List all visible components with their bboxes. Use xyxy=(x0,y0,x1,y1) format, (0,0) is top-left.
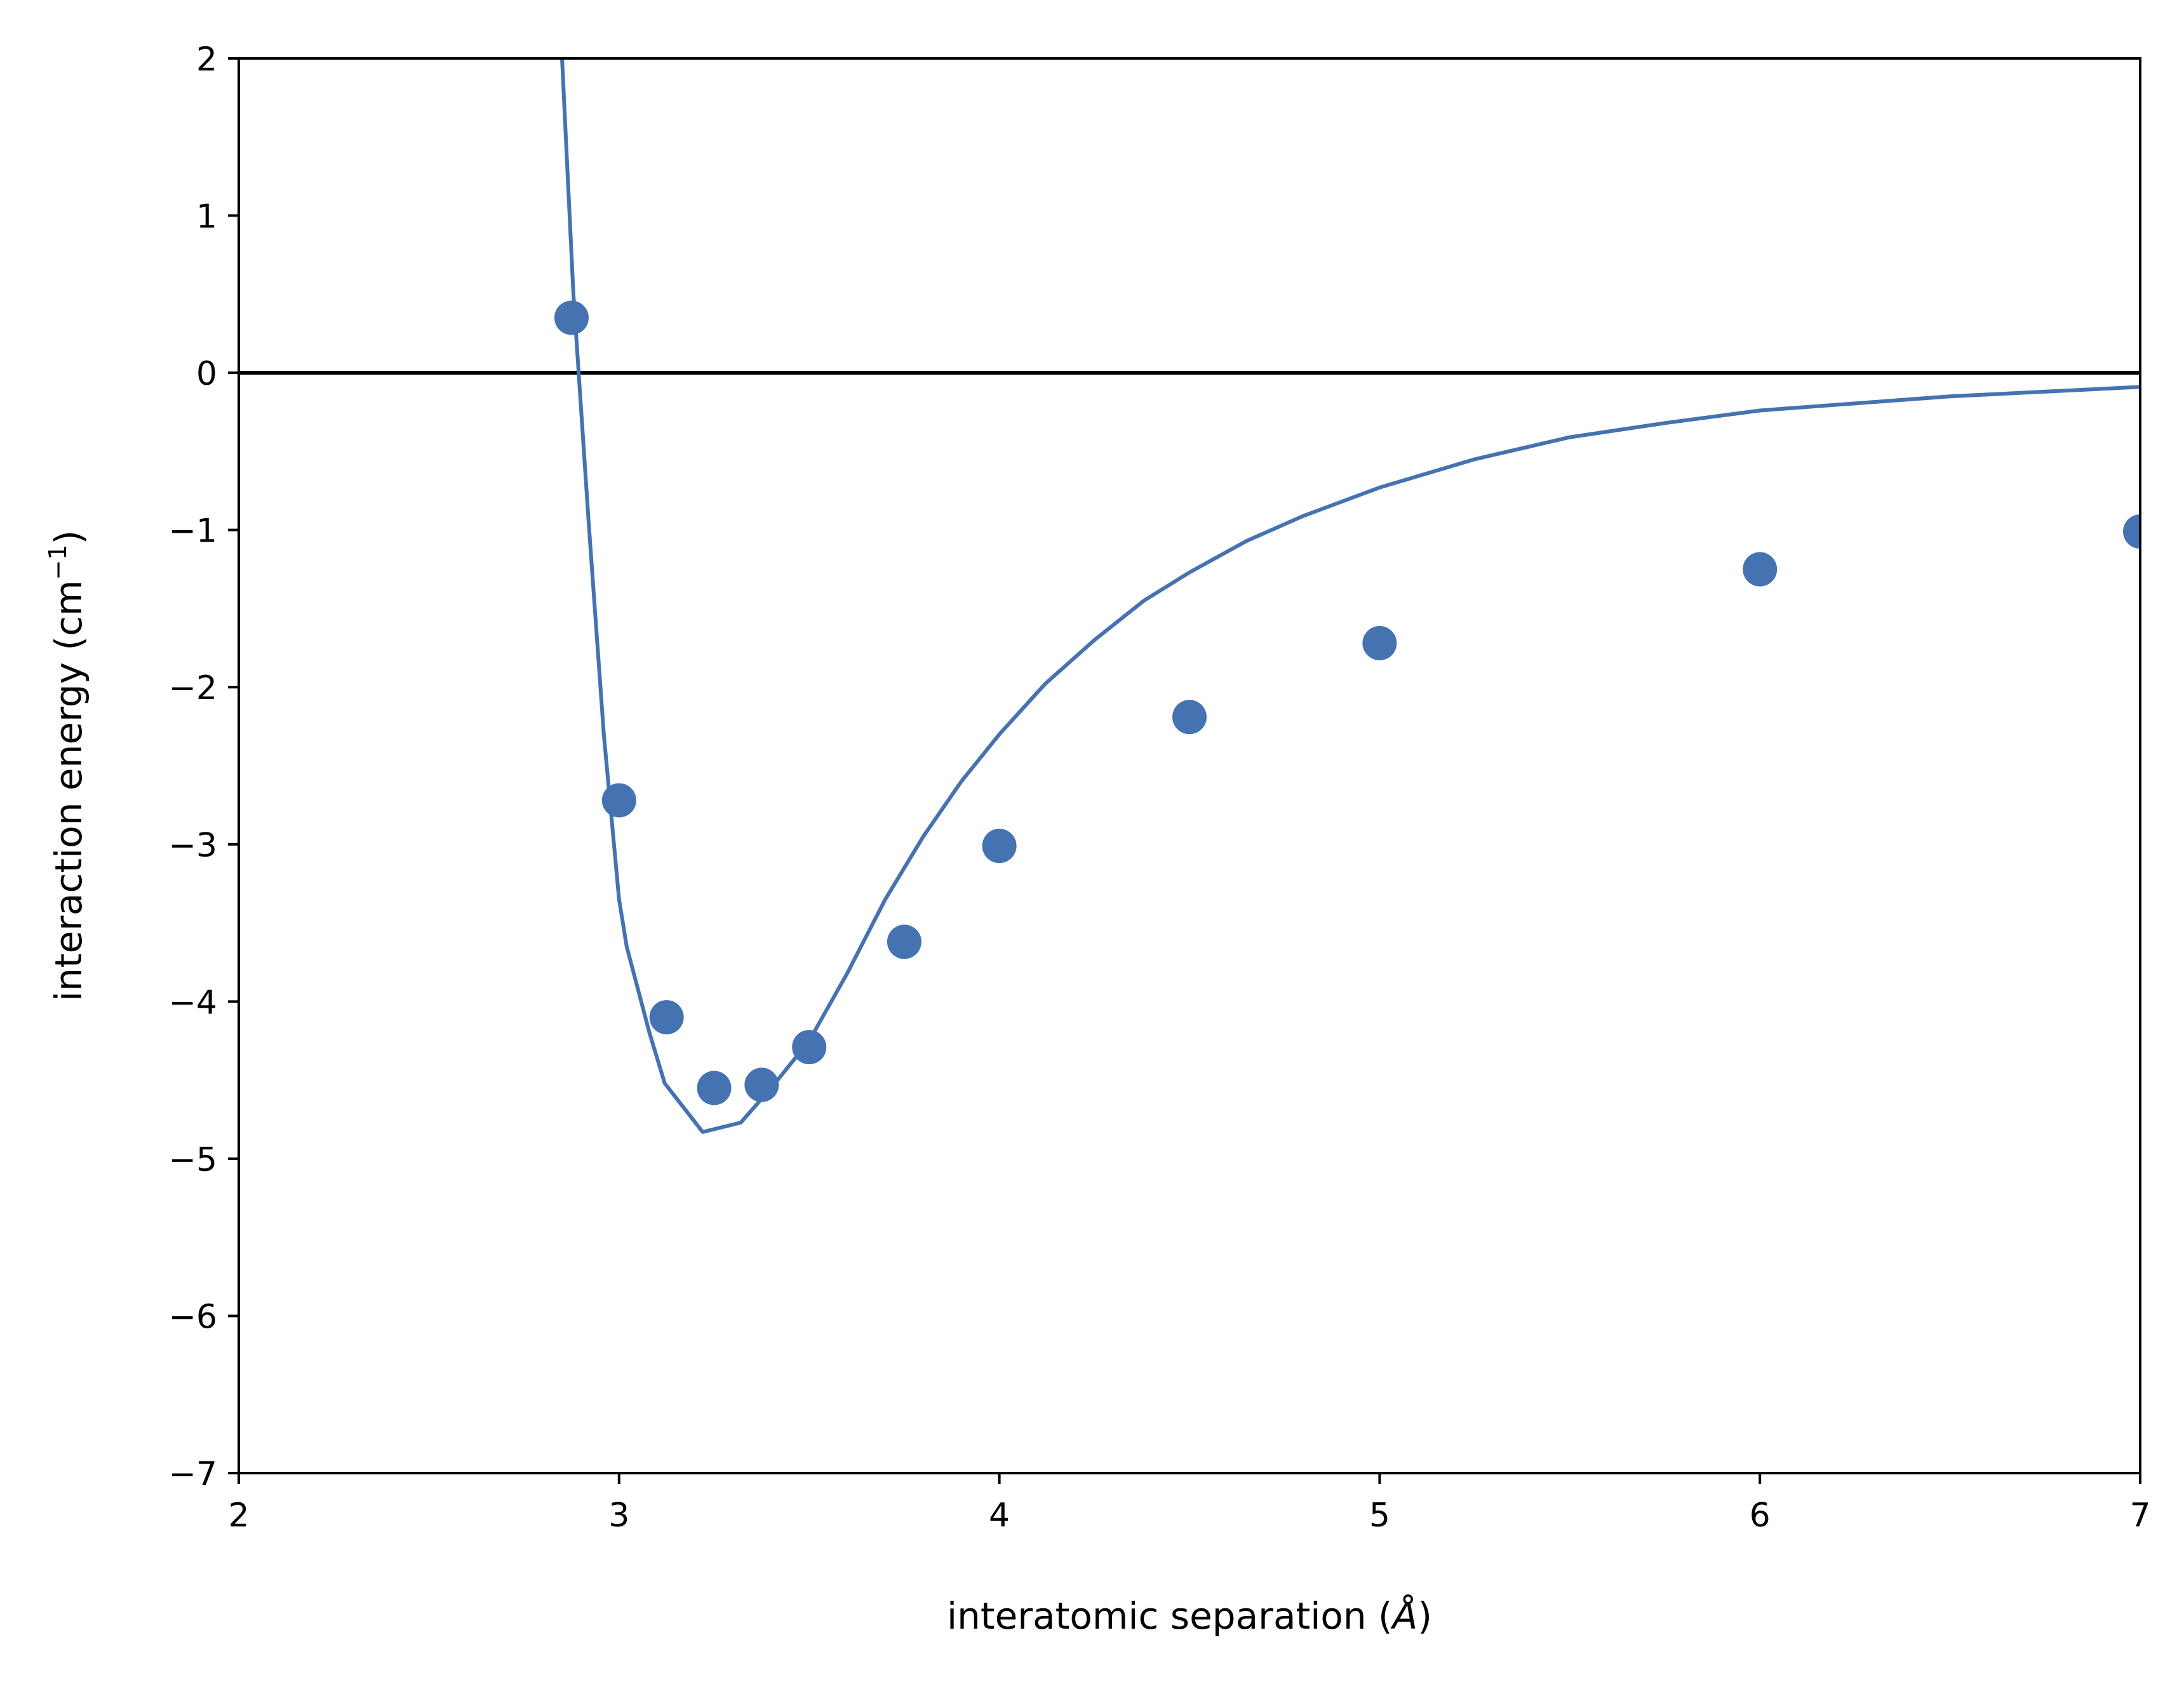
y-tick-label: −3 xyxy=(168,827,217,865)
x-axis: 2 3 4 5 6 7 xyxy=(228,1473,2151,1535)
data-point xyxy=(744,1067,779,1102)
y-tick-label: −5 xyxy=(168,1141,217,1179)
y-tick-label: 1 xyxy=(196,198,217,236)
potential-curve-line xyxy=(560,58,2140,1134)
x-axis-label: interatomic separation (Å) xyxy=(947,1594,1432,1638)
data-point xyxy=(554,300,589,335)
x-tick-label: 2 xyxy=(228,1497,249,1535)
data-point xyxy=(982,829,1017,864)
plot-frame xyxy=(238,57,2141,1474)
y-tick-label: −2 xyxy=(168,669,217,707)
y-axis: 2 1 0 −1 −2 −3 −4 −5 −6 −7 xyxy=(168,41,239,1493)
y-tick-label: 0 xyxy=(196,355,217,393)
data-point xyxy=(697,1071,732,1105)
y-tick-label: −4 xyxy=(168,984,217,1022)
y-axis-label: interaction energy (cm−1) xyxy=(44,530,90,1001)
y-tick-label: −6 xyxy=(168,1298,217,1336)
x-tick-label: 3 xyxy=(608,1497,629,1535)
x-tick-label: 7 xyxy=(2129,1497,2150,1535)
data-point xyxy=(887,924,921,959)
data-point xyxy=(2123,514,2140,549)
data-point xyxy=(1172,700,1207,735)
y-tick-label: 2 xyxy=(196,41,217,79)
plot-area xyxy=(239,58,2140,1134)
data-point xyxy=(1743,552,1778,587)
data-point xyxy=(601,783,636,818)
x-tick-label: 6 xyxy=(1750,1497,1771,1535)
x-tick-label: 4 xyxy=(989,1497,1010,1535)
y-tick-label: −7 xyxy=(168,1455,217,1493)
x-tick-label: 5 xyxy=(1369,1497,1390,1535)
data-point xyxy=(1362,625,1397,660)
data-point xyxy=(792,1030,827,1065)
y-tick-label: −1 xyxy=(168,512,217,551)
data-point xyxy=(649,1000,684,1035)
